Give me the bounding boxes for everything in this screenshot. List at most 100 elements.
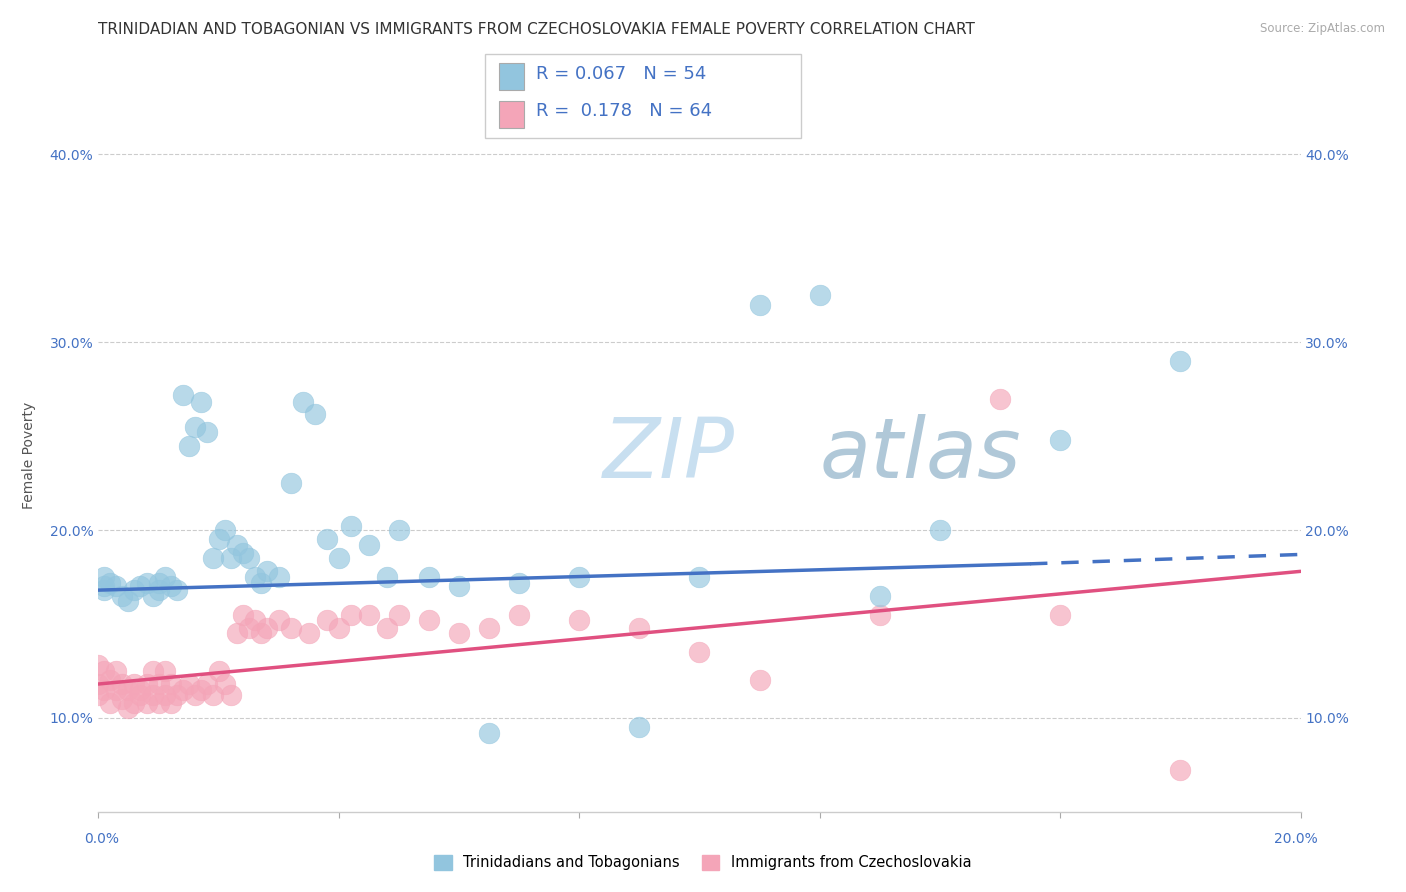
Point [748, 298, 770, 312]
Point [159, 579, 181, 593]
Point [100, 673, 122, 688]
Point [256, 565, 278, 579]
Text: Source: ZipAtlas.com: Source: ZipAtlas.com [1260, 22, 1385, 36]
Point [87, 688, 110, 702]
Point [628, 621, 651, 635]
Point [124, 583, 146, 598]
Point [148, 583, 170, 598]
Point [172, 682, 194, 697]
Text: 0.0%: 0.0% [84, 832, 118, 846]
Point [225, 626, 247, 640]
Point [93, 570, 115, 584]
Point [249, 575, 271, 590]
Point [117, 682, 139, 697]
Point [159, 696, 181, 710]
Point [153, 570, 176, 584]
Point [280, 476, 302, 491]
Point [1049, 607, 1071, 622]
Point [508, 607, 530, 622]
Point [375, 621, 398, 635]
Point [568, 570, 591, 584]
Point [159, 677, 181, 691]
Point [1049, 433, 1071, 447]
Point [357, 538, 380, 552]
Point [111, 677, 134, 691]
Point [748, 673, 770, 688]
Point [869, 607, 891, 622]
Point [153, 688, 176, 702]
Point [135, 575, 157, 590]
Point [153, 664, 176, 678]
Point [689, 645, 711, 659]
Point [988, 392, 1011, 406]
Point [93, 664, 115, 678]
Legend: Trinidadians and Tobagonians, Immigrants from Czechoslovakia: Trinidadians and Tobagonians, Immigrants… [429, 848, 977, 876]
Text: atlas: atlas [820, 415, 1021, 495]
Point [100, 696, 122, 710]
Text: TRINIDADIAN AND TOBAGONIAN VS IMMIGRANTS FROM CZECHOSLOVAKIA FEMALE POVERTY CORR: TRINIDADIAN AND TOBAGONIAN VS IMMIGRANTS… [98, 22, 976, 37]
Point [111, 589, 134, 603]
Point [508, 575, 530, 590]
Point [219, 551, 242, 566]
Point [141, 589, 163, 603]
Point [388, 607, 411, 622]
Text: R =  0.178   N = 64: R = 0.178 N = 64 [536, 103, 711, 120]
Point [628, 720, 651, 734]
Point [418, 613, 440, 627]
Point [249, 626, 271, 640]
Point [183, 688, 205, 702]
Point [135, 696, 157, 710]
Point [280, 621, 302, 635]
Point [129, 682, 152, 697]
Point [105, 664, 128, 678]
Point [105, 682, 128, 697]
Point [111, 692, 134, 706]
Point [291, 395, 314, 409]
Point [243, 570, 266, 584]
Point [172, 388, 194, 402]
Point [93, 583, 115, 598]
Y-axis label: Female Poverty: Female Poverty [22, 401, 35, 508]
Point [256, 621, 278, 635]
Point [315, 533, 337, 547]
Point [166, 688, 188, 702]
Point [267, 613, 290, 627]
Point [201, 551, 224, 566]
Point [388, 523, 411, 537]
Point [214, 523, 236, 537]
Point [328, 621, 350, 635]
Point [568, 613, 591, 627]
Point [177, 677, 200, 691]
Text: ZIP: ZIP [603, 415, 735, 495]
Point [183, 419, 205, 434]
Point [243, 613, 266, 627]
Point [141, 664, 163, 678]
Point [298, 626, 321, 640]
Point [148, 696, 170, 710]
Point [447, 579, 470, 593]
Point [328, 551, 350, 566]
Point [117, 701, 139, 715]
Point [232, 545, 254, 559]
Point [214, 677, 236, 691]
Point [208, 533, 231, 547]
Point [375, 570, 398, 584]
Point [93, 579, 115, 593]
Point [478, 621, 501, 635]
Point [447, 626, 470, 640]
Point [225, 538, 247, 552]
Point [195, 425, 218, 440]
Point [105, 579, 128, 593]
Point [129, 579, 152, 593]
Point [315, 613, 337, 627]
Point [219, 688, 242, 702]
Point [1170, 764, 1192, 778]
Point [129, 688, 152, 702]
Point [87, 677, 110, 691]
Point [135, 677, 157, 691]
Point [478, 726, 501, 740]
Point [929, 523, 952, 537]
Point [869, 589, 891, 603]
Point [238, 551, 260, 566]
Point [340, 519, 363, 533]
